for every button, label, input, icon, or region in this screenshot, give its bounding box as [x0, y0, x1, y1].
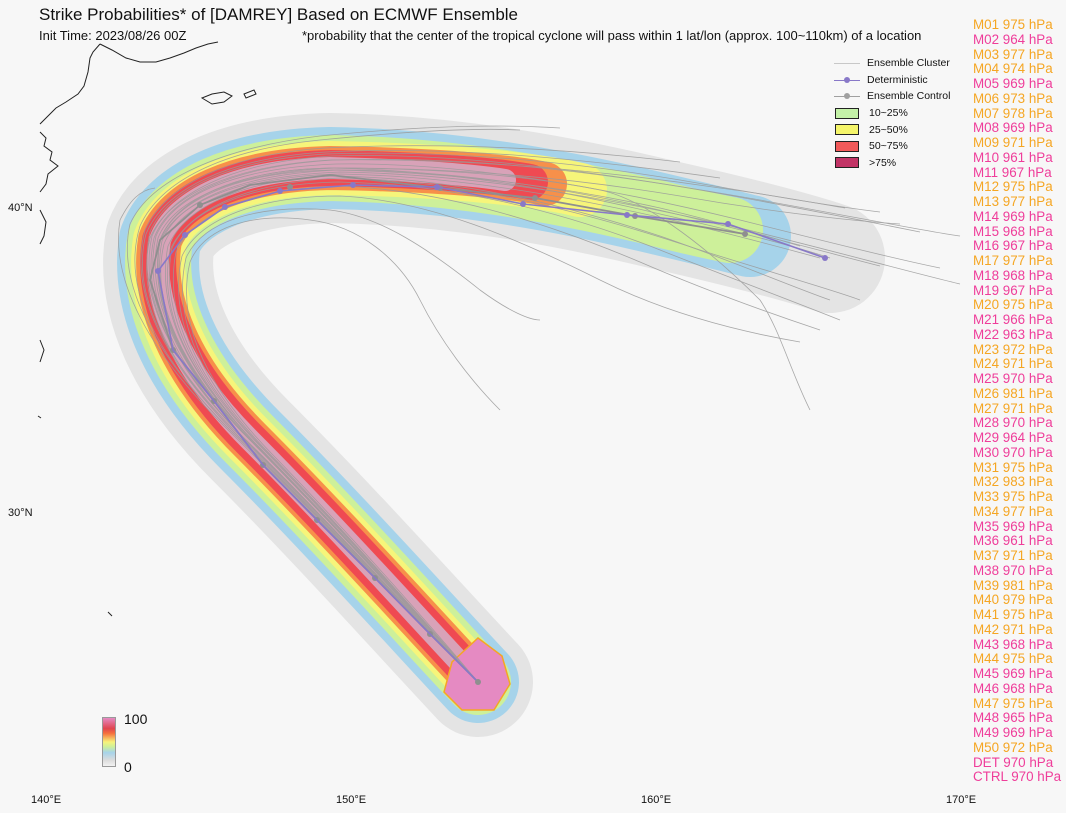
member-pressure-item: M16 967 hPa: [973, 238, 1053, 254]
member-pressure-item: M25 970 hPa: [973, 371, 1053, 386]
ensemble-cluster-line-icon: [834, 58, 860, 68]
member-pressure-item: M24 971 hPa: [973, 356, 1053, 372]
legend-label: >75%: [869, 156, 897, 169]
member-pressure-item: M19 967 hPa: [973, 282, 1053, 298]
member-pressure-item: M50 972 hPa: [973, 739, 1053, 755]
member-pressure-item: M37 971 hPa: [973, 548, 1053, 563]
member-pressure-item: M14 969 hPa: [973, 208, 1053, 224]
legend-label: Ensemble Cluster: [867, 57, 950, 70]
legend-item-ensemble-cluster: Ensemble Cluster: [834, 55, 950, 72]
swatch-over-75-icon: [835, 157, 859, 169]
member-pressure-item: M09 971 hPa: [973, 135, 1053, 150]
probability-footnote: *probability that the center of the trop…: [302, 28, 922, 43]
legend-label: 25~50%: [869, 123, 908, 136]
member-pressure-item: M33 975 hPa: [973, 489, 1053, 504]
legend-label: Ensemble Control: [867, 90, 951, 103]
member-pressure-item: M29 964 hPa: [973, 430, 1053, 445]
colorbar-min-label: 0: [124, 759, 132, 775]
member-pressure-item: M42 971 hPa: [973, 621, 1053, 637]
member-pressure-item: M44 975 hPa: [973, 651, 1053, 667]
member-pressure-item: M40 979 hPa: [973, 592, 1053, 608]
member-pressure-item: M22 963 hPa: [973, 326, 1053, 342]
member-pressure-item: M49 969 hPa: [973, 725, 1053, 740]
member-pressure-item: M43 968 hPa: [973, 636, 1053, 652]
probability-colorbar: [102, 717, 116, 767]
swatch-10-25-icon: [835, 107, 859, 119]
legend-label: 50~75%: [869, 140, 908, 153]
member-pressure-item: M26 981 hPa: [973, 385, 1053, 401]
member-pressure-item: M39 981 hPa: [973, 577, 1053, 593]
swath-start-area: [443, 637, 511, 711]
member-pressure-item: M05 969 hPa: [973, 76, 1053, 91]
lat-label-30n: 30°N: [8, 507, 33, 519]
member-pressure-item: DET 970 hPa: [973, 754, 1054, 770]
member-pressure-item: M46 968 hPa: [973, 680, 1053, 696]
initial-position: [475, 679, 481, 685]
member-pressure-item: M08 969 hPa: [973, 120, 1053, 136]
member-pressure-item: M32 983 hPa: [973, 474, 1053, 490]
swatch-50-75-icon: [835, 140, 859, 152]
member-pressure-item: M11 967 hPa: [973, 164, 1052, 180]
member-pressure-item: M27 971 hPa: [973, 400, 1053, 416]
lon-label-160e: 160°E: [641, 794, 672, 806]
legend-item-10-25: 10~25%: [834, 105, 950, 122]
member-pressure-item: M45 969 hPa: [973, 666, 1053, 681]
member-pressure-item: M06 973 hPa: [973, 90, 1053, 106]
member-pressure-item: M36 961 hPa: [973, 533, 1053, 549]
probability-swath: [103, 113, 885, 737]
member-pressure-list: M01 975 hPa M02 964 hPa M03 977 hPa M04 974…: [973, 17, 1062, 785]
swatch-25-50-icon: [835, 124, 859, 136]
member-pressure-item: M03 977 hPa: [973, 46, 1053, 62]
member-pressure-item: M28 970 hPa: [973, 415, 1053, 431]
member-pressure-item: M12 975 hPa: [973, 179, 1053, 195]
member-pressure-item: M15 968 hPa: [973, 223, 1053, 239]
legend-item-over-75: >75%: [834, 155, 950, 172]
member-pressure-item: M17 977 hPa: [973, 253, 1053, 268]
lon-label-170e: 170°E: [946, 794, 977, 806]
legend-item-ensemble-control: Ensemble Control: [834, 88, 950, 105]
lon-label-150e: 150°E: [336, 794, 367, 806]
member-pressure-item: M04 974 hPa: [973, 61, 1053, 77]
member-pressure-item: M23 972 hPa: [973, 341, 1053, 357]
lat-label-40n: 40°N: [8, 202, 33, 214]
legend-item-50-75: 50~75%: [834, 138, 950, 155]
ensemble-control-line-icon: [834, 91, 860, 101]
member-pressure-item: M02 964 hPa: [973, 31, 1053, 47]
member-pressure-item: M07 978 hPa: [973, 105, 1053, 121]
lon-label-140e: 140°E: [31, 794, 62, 806]
member-pressure-item: M01 975 hPa: [973, 17, 1053, 32]
legend-label: Deterministic: [867, 73, 928, 86]
member-pressure-item: M10 961 hPa: [973, 149, 1053, 165]
member-pressure-item: M48 965 hPa: [973, 710, 1053, 726]
member-pressure-item: M38 970 hPa: [973, 562, 1053, 578]
ensemble-tracks: [118, 125, 961, 683]
deterministic-line-icon: [834, 75, 860, 85]
init-time: Init Time: 2023/08/26 00Z: [39, 28, 187, 43]
member-pressure-item: M41 975 hPa: [973, 607, 1053, 622]
deterministic-track: [155, 182, 828, 683]
member-pressure-item: M34 977 hPa: [973, 503, 1053, 519]
member-pressure-item: CTRL 970 hPa: [973, 769, 1062, 785]
member-pressure-item: M31 975 hPa: [973, 459, 1053, 475]
map-title: Strike Probabilities* of [DAMREY] Based …: [39, 5, 519, 24]
member-pressure-item: M18 968 hPa: [973, 267, 1053, 283]
legend-label: 10~25%: [869, 107, 908, 120]
member-pressure-item: M21 966 hPa: [973, 312, 1053, 327]
coastline: [37, 41, 257, 617]
member-pressure-item: M13 977 hPa: [973, 194, 1053, 209]
member-pressure-item: M20 975 hPa: [973, 297, 1053, 313]
member-pressure-item: M30 970 hPa: [973, 444, 1053, 460]
legend-item-25-50: 25~50%: [834, 121, 950, 138]
legend-item-deterministic: Deterministic: [834, 72, 950, 89]
colorbar-max-label: 100: [124, 711, 148, 727]
member-pressure-item: M47 975 hPa: [973, 695, 1053, 711]
map-legend: Ensemble Cluster Deterministic Ensemble …: [834, 55, 950, 171]
member-pressure-item: M35 969 hPa: [973, 518, 1053, 534]
